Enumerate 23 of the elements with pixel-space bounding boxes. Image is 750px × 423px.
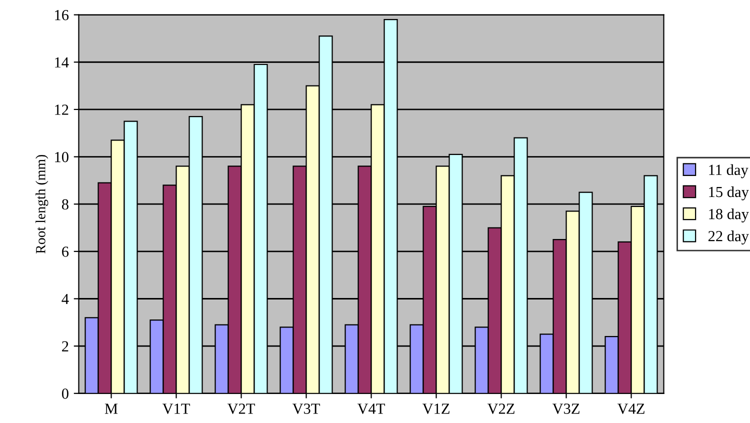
x-tick-label: V3Z: [552, 404, 580, 414]
x-tick-label: V1Z: [422, 404, 450, 414]
legend-label: 18 day: [709, 208, 749, 222]
x-tick-label: V1T: [162, 404, 190, 414]
x-tick-label: V4T: [357, 404, 385, 414]
y-tick-label: 6: [62, 246, 69, 257]
x-tick-label: V3T: [292, 404, 320, 414]
legend-label: 11 day: [709, 164, 748, 178]
x-tick-label: M: [104, 404, 118, 414]
x-tick-label: V2T: [227, 404, 255, 414]
y-tick-label: 14: [55, 57, 69, 68]
legend-label: 15 day: [709, 186, 749, 200]
legend-label: 22 day: [708, 230, 749, 244]
y-axis-title: Root length (mm): [36, 154, 48, 254]
y-tick-label: 12: [55, 104, 68, 115]
y-tick-label: 0: [62, 388, 68, 399]
y-tick-label: 8: [62, 199, 68, 210]
x-tick-label: V4Z: [617, 404, 644, 414]
y-tick-label: 2: [62, 341, 68, 352]
y-tick-label: 10: [55, 152, 68, 162]
y-tick-label: 4: [62, 294, 69, 304]
x-tick-label: V2Z: [487, 404, 514, 414]
y-tick-label: 16: [55, 10, 69, 20]
